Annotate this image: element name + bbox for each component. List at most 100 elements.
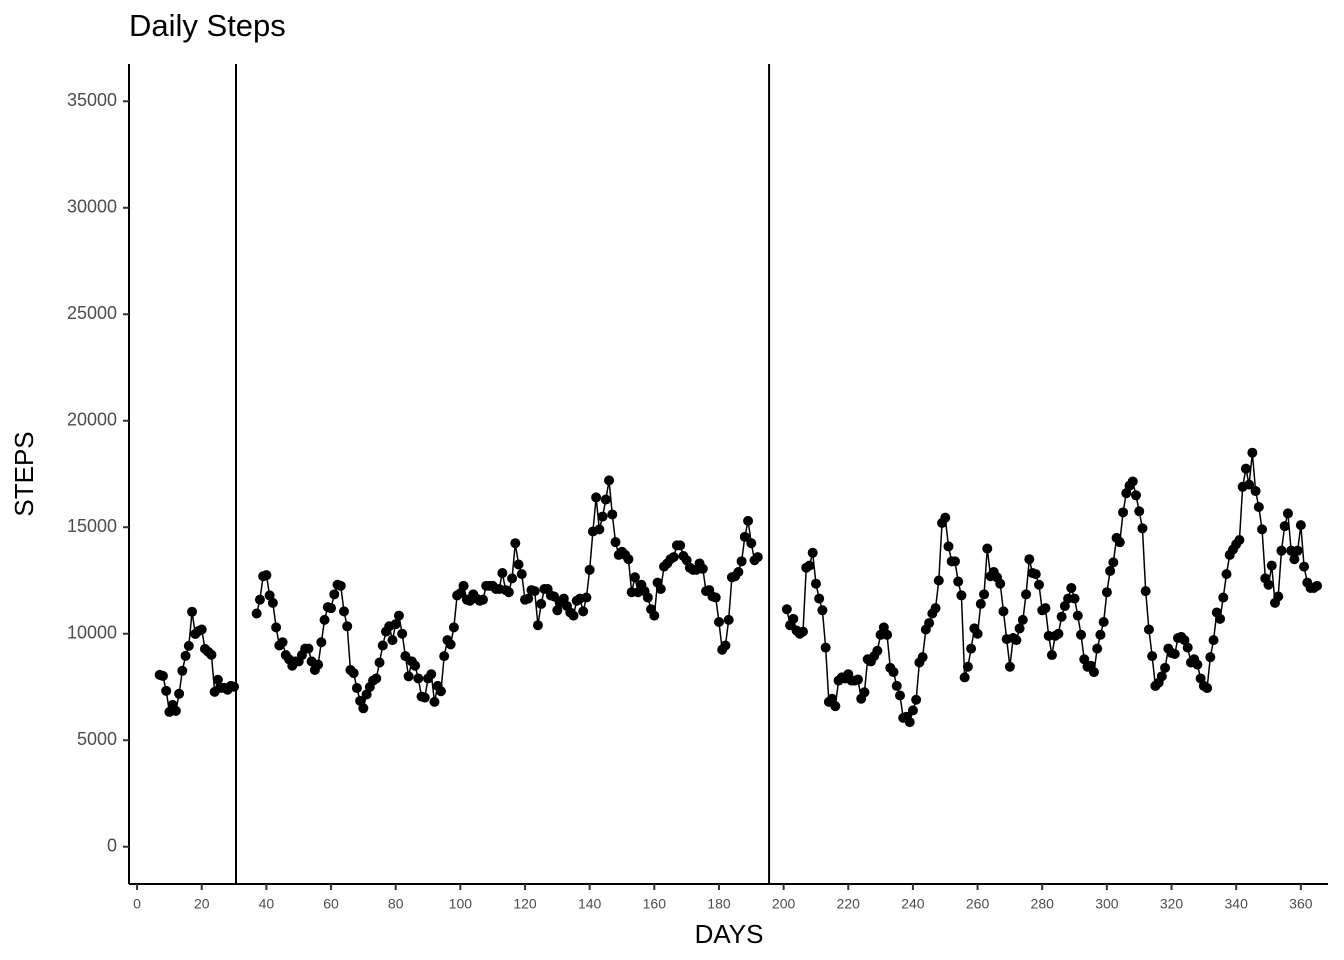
data-point	[1215, 613, 1226, 624]
data-point	[1295, 520, 1306, 531]
data-point	[503, 587, 514, 598]
data-point	[1192, 659, 1203, 670]
data-point	[995, 578, 1006, 589]
data-point	[739, 531, 750, 542]
x-tick-label: 260	[966, 896, 990, 912]
data-point	[1312, 580, 1323, 591]
data-point	[507, 573, 518, 584]
data-point	[1218, 592, 1229, 603]
data-point	[374, 657, 385, 668]
data-point	[264, 590, 275, 601]
data-point	[972, 628, 983, 639]
data-point	[1276, 545, 1287, 556]
x-tick-label: 280	[1031, 896, 1055, 912]
data-point	[594, 524, 605, 535]
data-point	[429, 696, 440, 707]
data-point	[1069, 593, 1080, 604]
data-point	[975, 598, 986, 609]
data-point	[810, 578, 821, 589]
data-point	[1253, 502, 1264, 513]
data-point	[435, 686, 446, 697]
data-point	[1033, 579, 1044, 590]
data-point	[183, 640, 194, 651]
data-point	[552, 605, 563, 616]
data-point	[1053, 628, 1064, 639]
data-point	[859, 687, 870, 698]
x-tick-label: 20	[194, 896, 210, 912]
data-point	[917, 652, 928, 663]
data-point	[1079, 654, 1090, 665]
y-tick-label: 5000	[77, 729, 117, 749]
data-point	[1244, 479, 1255, 490]
data-point	[752, 552, 763, 563]
data-point	[798, 626, 809, 637]
data-point	[329, 589, 340, 600]
x-axis-title: DAYS	[695, 919, 764, 949]
data-point	[397, 628, 408, 639]
data-point	[1092, 643, 1103, 654]
x-tick-label: 120	[513, 896, 537, 912]
data-point	[351, 683, 362, 694]
data-point	[720, 640, 731, 651]
data-point	[743, 515, 754, 526]
data-point	[804, 560, 815, 571]
data-point	[532, 620, 543, 631]
data-point	[377, 640, 388, 651]
data-point	[1021, 589, 1032, 600]
data-point	[894, 690, 905, 701]
data-point	[448, 622, 459, 633]
data-point	[1143, 624, 1154, 635]
data-point	[600, 494, 611, 505]
data-point	[924, 618, 935, 629]
data-point	[1030, 569, 1041, 580]
data-point	[649, 610, 660, 621]
data-point	[1014, 623, 1025, 634]
data-point	[1257, 524, 1268, 535]
data-point	[187, 606, 198, 617]
x-tick-label: 300	[1095, 896, 1119, 912]
data-point	[597, 511, 608, 522]
data-point	[267, 597, 278, 608]
data-point	[1240, 463, 1251, 474]
data-point	[956, 590, 967, 601]
data-point	[736, 556, 747, 567]
data-point	[629, 572, 640, 583]
data-point	[1140, 586, 1151, 597]
data-point	[1101, 587, 1112, 598]
y-tick-label: 25000	[67, 303, 117, 323]
data-point	[180, 650, 191, 661]
data-point	[1160, 662, 1171, 673]
data-point	[1234, 535, 1245, 546]
data-point	[872, 645, 883, 656]
data-point	[393, 610, 404, 621]
x-tick-label: 140	[578, 896, 602, 912]
data-point	[979, 589, 990, 600]
data-point	[966, 643, 977, 654]
x-tick-label: 100	[449, 896, 473, 912]
data-point	[1127, 476, 1138, 487]
data-point	[1247, 447, 1258, 458]
data-point	[251, 608, 262, 619]
data-point	[1040, 603, 1051, 614]
data-point	[1017, 614, 1028, 625]
data-point	[982, 543, 993, 554]
data-point	[342, 621, 353, 632]
data-point	[1024, 554, 1035, 565]
data-point	[1279, 521, 1290, 532]
data-point	[623, 554, 634, 565]
data-point	[1205, 652, 1216, 663]
data-point	[170, 705, 181, 716]
data-point	[607, 509, 618, 520]
y-tick-label: 10000	[67, 622, 117, 642]
data-point	[355, 695, 366, 706]
data-point	[1004, 661, 1015, 672]
data-point	[1263, 579, 1274, 590]
data-point	[1072, 610, 1083, 621]
x-tick-label: 320	[1160, 896, 1184, 912]
data-point	[1289, 554, 1300, 565]
data-point	[949, 556, 960, 567]
x-tick-label: 60	[323, 896, 339, 912]
data-point	[642, 592, 653, 603]
data-point	[439, 651, 450, 662]
